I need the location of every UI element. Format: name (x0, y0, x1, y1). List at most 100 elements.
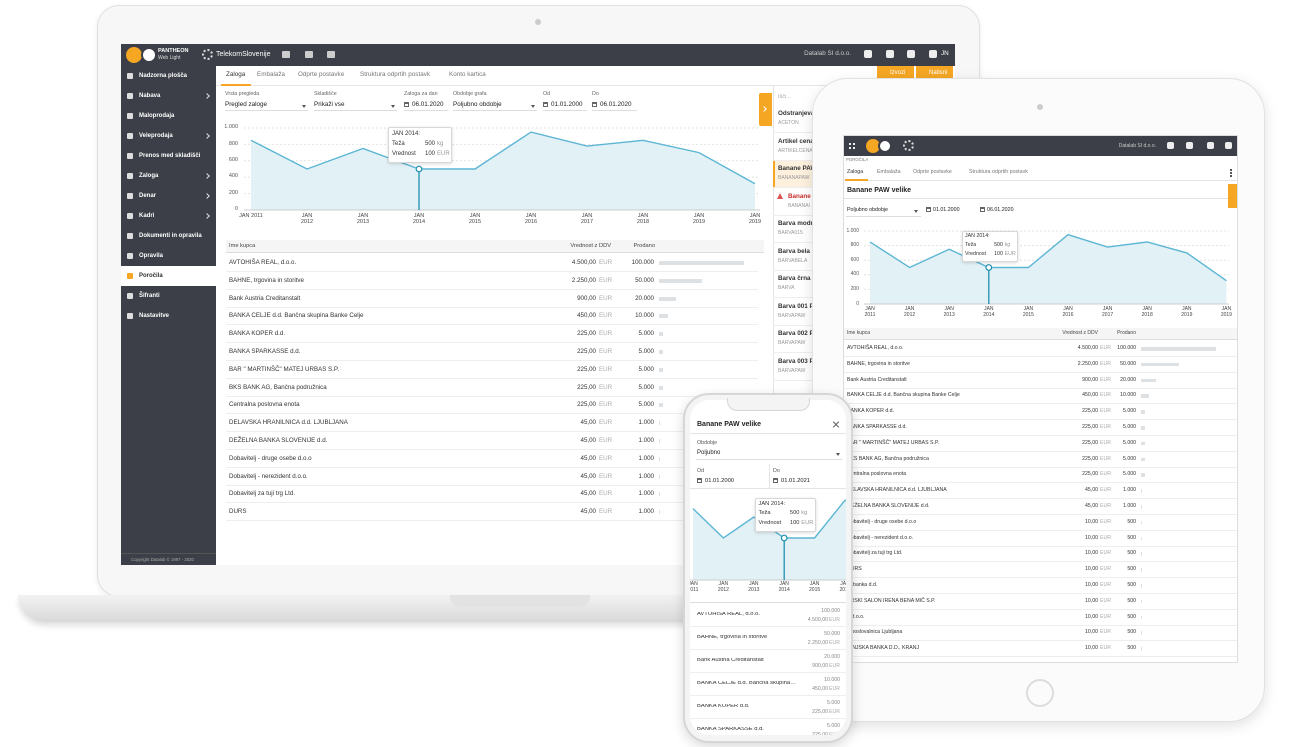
filter-value[interactable]: Prikaži vse (314, 101, 345, 108)
customer-name[interactable]: T poslovalnica Ljubljana (847, 629, 903, 636)
panel-toggle[interactable] (759, 93, 772, 126)
menu-item[interactable]: Nastavitve (139, 313, 170, 319)
toolbar-icon[interactable] (305, 51, 313, 58)
table-row (226, 379, 758, 397)
field-value[interactable]: 01.01.2000 (705, 478, 735, 484)
tab[interactable]: Odprte postavke (298, 71, 345, 78)
toolbar-icon[interactable] (1207, 142, 1214, 149)
customer-name[interactable]: DELAVSKA HRANILNICA d.d. LJUBLJANA (229, 419, 348, 427)
item-name[interactable]: Banane (788, 192, 811, 200)
tab[interactable]: Konto kartica (449, 71, 486, 78)
line-chart (864, 230, 1229, 305)
filter-value[interactable]: 06.01.2020 (412, 101, 444, 108)
item-name[interactable]: Banane PAW (778, 165, 817, 172)
tab[interactable]: Zaloga (847, 169, 864, 175)
customer-name[interactable]: AVTOHIŠA REAL, d.o.o. (847, 345, 904, 351)
menu-item[interactable]: Zaloga (139, 173, 159, 179)
customer-name[interactable]: Dobavitelj - nerezident d.o.o. (229, 472, 308, 480)
toolbar-icon[interactable] (1167, 142, 1174, 149)
customer-name[interactable]: BANKA SPARKASSE d.d. (229, 348, 301, 355)
tab[interactable]: Embalaža (877, 169, 901, 175)
customer-name[interactable]: Centralna poslovna enota (229, 401, 300, 409)
customer-name[interactable]: Centralna poslovna enota (847, 471, 907, 478)
customer-name[interactable]: Bank Austria Creditanstalt (229, 294, 301, 302)
customer-name[interactable]: Dobavitelj - nerezident d.o.o. (847, 534, 914, 541)
customer-name[interactable]: BKS BANK AG, Bančna podružnica (229, 383, 327, 391)
menu-item[interactable]: Kadri (139, 213, 155, 219)
filter-value[interactable]: 06.01.2020 (600, 101, 632, 108)
item-name[interactable]: Barva 002 P (778, 330, 814, 337)
toolbar-icon[interactable] (1225, 142, 1232, 149)
item-name[interactable]: Barva črna (778, 275, 811, 282)
action-button[interactable] (916, 66, 953, 80)
menu-item[interactable]: Veleprodaja (139, 133, 173, 139)
customer-name[interactable]: BAHNE, trgovina in storitve (847, 360, 910, 367)
filter-value[interactable]: 01.01.2000 (551, 101, 583, 108)
menu-item[interactable]: Dokumenti in opravila (139, 233, 202, 239)
tab[interactable]: Odprte postavke (913, 169, 952, 175)
menu-item[interactable]: Nadzorna plošča (139, 73, 188, 79)
toolbar-icon[interactable] (864, 50, 872, 58)
menu-item[interactable]: Maloprodaja (139, 113, 175, 119)
customer-name[interactable]: Dobavitelj - druge osebe d.o.o (229, 454, 312, 462)
field-value[interactable]: 01.01.2021 (781, 478, 811, 484)
filter-value[interactable]: 06.01.2020 (987, 207, 1014, 213)
customer-name[interactable]: BKS BANK AG, Bančna podružnica (847, 455, 929, 462)
item-name[interactable]: Barva bela (778, 247, 810, 255)
customer-name[interactable]: BAHNE, trgovina in storitve (229, 276, 304, 284)
customer-name[interactable]: RINJSKA BANKA D.D., KRANJ (847, 645, 920, 652)
tab[interactable]: Struktura odprtih postavk (969, 169, 1028, 175)
item-name[interactable]: Barva 003 P (778, 357, 814, 365)
toolbar-icon[interactable] (907, 50, 915, 58)
toolbar-icon[interactable] (282, 51, 290, 58)
dropdown-caret (391, 105, 395, 108)
field-value[interactable]: Poljubno (697, 450, 721, 456)
customer-name[interactable]: ERSKI SALON IRENA BENA MIČ S.P. (847, 597, 936, 604)
customer-name[interactable]: T d.o.o. (847, 613, 865, 620)
filter-value[interactable]: Poljubno obdobje (453, 101, 502, 108)
menu-item[interactable]: Opravila (139, 253, 164, 259)
menu-item[interactable]: Denar (139, 193, 157, 199)
item-name[interactable]: Barva 001 P (778, 302, 814, 310)
customer-name[interactable]: BAR " MARTINŠČ" MATEJ URBAS S.P. (229, 365, 339, 373)
tab[interactable]: Embalaža (257, 71, 286, 78)
customer-name[interactable]: Bank Austria Creditanstalt (847, 376, 907, 383)
customer-name[interactable]: BANKA CELJE d.d. Bančna skupina Banke Ce… (229, 312, 364, 320)
customer-name[interactable]: DURS (229, 508, 247, 516)
customer-name[interactable]: Dobavitelj - druge osebe d.o.o (847, 518, 917, 525)
customer-name[interactable]: DELAVSKA HRANILNICA d.d. LJUBLJANA (847, 487, 947, 494)
toolbar-icon[interactable] (886, 50, 894, 58)
customer-name[interactable]: AVTOHIŠA REAL, d.o.o. (229, 259, 297, 266)
customer-name[interactable]: BANKA KOPER d.d. (847, 408, 894, 415)
customer-name[interactable]: BAR " MARTINŠČ" MATEJ URBAS S.P. (847, 439, 940, 446)
company-name[interactable]: TelekomSlovenije (216, 51, 271, 58)
item-name[interactable]: Artikel cena (778, 137, 814, 145)
action-button[interactable] (877, 66, 914, 80)
customer-name[interactable]: DEŽELNA BANKA SLOVENIJE d.d. (847, 503, 930, 509)
toolbar-icon[interactable] (327, 51, 335, 58)
menu-item[interactable]: Poročila (139, 273, 163, 279)
customer-name[interactable]: BANKA SPARKASSE d.d. (847, 424, 907, 430)
filter-value[interactable]: Pregled zaloge (225, 101, 268, 108)
filter-value[interactable]: Poljubno obdobje (847, 207, 888, 213)
tab[interactable]: Zaloga (226, 71, 246, 78)
item-name[interactable]: Barva modr (778, 220, 813, 227)
panel-toggle[interactable] (1228, 184, 1237, 208)
customer-name[interactable]: Dobavitelj za tuji trg Ltd. (847, 550, 903, 557)
customer-name[interactable]: BANKA KOPER d.d. (229, 330, 286, 338)
filter-value[interactable]: 01.01.2000 (933, 207, 960, 213)
menu-item[interactable]: Šifranti (139, 293, 160, 299)
item-name[interactable]: Odstranjeva (778, 110, 815, 117)
menu-item[interactable]: Prenos med skladišči (139, 153, 201, 159)
customer-name[interactable]: BANKA CELJE d.d. Bančna skupina Banke Ce… (847, 392, 960, 399)
toolbar-icon[interactable] (1186, 142, 1193, 149)
tab[interactable]: Struktura odprtih postavk (360, 71, 431, 78)
menu-item[interactable]: Nabava (139, 93, 161, 99)
customer-name[interactable]: Dobavitelj za tuji trg Ltd. (229, 490, 296, 498)
customer-name[interactable]: DEŽELNA BANKA SLOVENIJE d.d. (229, 437, 328, 444)
search-input[interactable]: Išči... (778, 94, 791, 100)
customer-name[interactable]: DURS (847, 566, 862, 573)
toolbar-icon[interactable] (929, 50, 937, 58)
customer-name[interactable]: or banka d.d. (847, 582, 878, 588)
column-header: Ime kupca (229, 243, 256, 249)
